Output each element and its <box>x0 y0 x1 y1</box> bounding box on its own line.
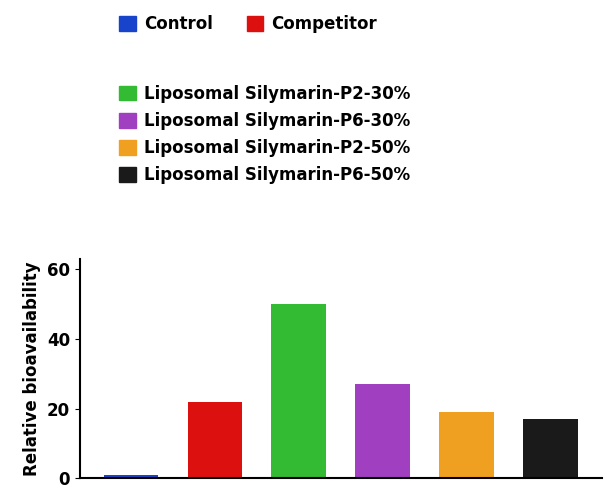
Bar <box>271 304 326 478</box>
Bar <box>187 401 242 478</box>
Bar <box>440 412 494 478</box>
Legend: Liposomal Silymarin-P2-30%, Liposomal Silymarin-P6-30%, Liposomal Silymarin-P2-5: Liposomal Silymarin-P2-30%, Liposomal Si… <box>113 78 418 191</box>
Y-axis label: Relative bioavailability: Relative bioavailability <box>23 261 41 476</box>
Bar <box>523 419 578 478</box>
Bar <box>104 475 158 478</box>
Legend: Control, Competitor: Control, Competitor <box>113 8 384 40</box>
Bar <box>356 384 410 478</box>
